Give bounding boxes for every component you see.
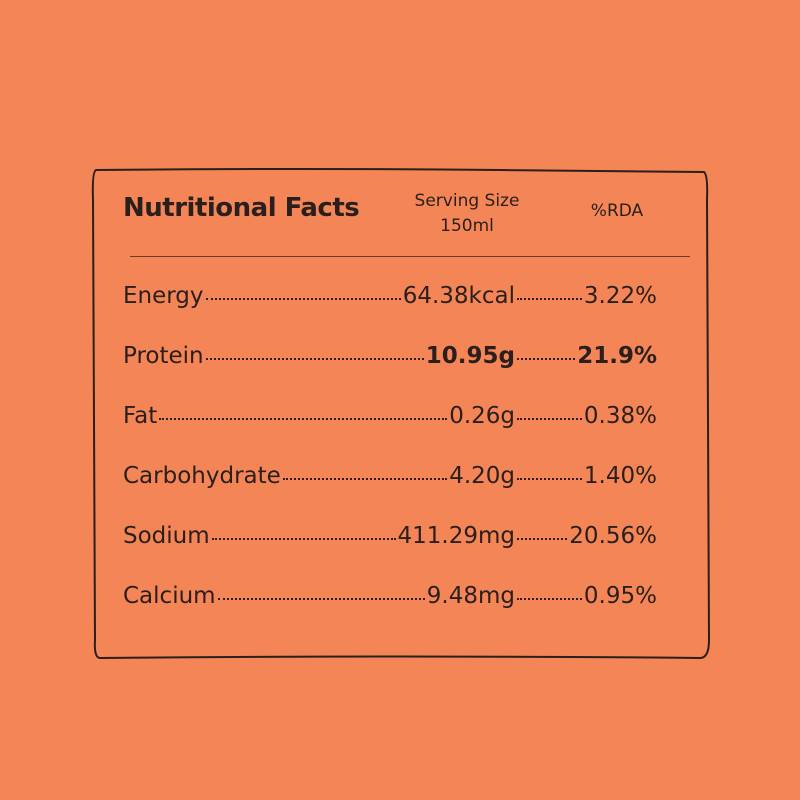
nutrient-rda: 3.22%: [583, 283, 657, 309]
nutrient-row: Carbohydrate 4.20g 1.40%: [123, 446, 657, 506]
dot-leader: [517, 418, 582, 420]
dot-leader: [217, 598, 425, 600]
nutrient-rda: 21.9%: [577, 343, 657, 369]
dot-leader: [517, 478, 582, 480]
nutrient-rda: 1.40%: [583, 463, 657, 489]
nutrient-rda: 20.56%: [569, 523, 657, 549]
nutrient-amount: 4.20g: [449, 463, 515, 489]
nutrient-right: 0.38%: [515, 403, 657, 429]
nutrient-left: Energy 64.38kcal: [123, 283, 515, 309]
dot-leader: [282, 478, 448, 480]
nutrient-right: 1.40%: [515, 463, 657, 489]
dot-leader: [205, 298, 401, 300]
nutrient-left: Carbohydrate 4.20g: [123, 463, 515, 489]
nutrient-right: 3.22%: [515, 283, 657, 309]
serving-amount: 150ml: [440, 216, 494, 236]
divider: [130, 256, 690, 257]
nutrient-row: Sodium 411.29mg 20.56%: [123, 506, 657, 566]
dot-leader: [517, 358, 576, 360]
nutrient-right: 20.56%: [515, 523, 657, 549]
nutrient-name: Sodium: [123, 523, 210, 549]
nutrient-name: Carbohydrate: [123, 463, 281, 489]
dot-leader: [211, 538, 396, 540]
dot-leader: [205, 358, 424, 360]
dot-leader: [517, 538, 568, 540]
dot-leader: [517, 598, 582, 600]
nutrient-left: Fat 0.26g: [123, 403, 515, 429]
title: Nutritional Facts: [123, 193, 360, 223]
nutrient-left: Sodium 411.29mg: [123, 523, 515, 549]
dot-leader: [517, 298, 582, 300]
serving-size-label: Serving Size: [414, 191, 520, 211]
nutrient-right: 0.95%: [515, 583, 657, 609]
nutrient-row: Calcium 9.48mg 0.95%: [123, 566, 657, 626]
nutrient-row: Energy 64.38kcal 3.22%: [123, 266, 657, 326]
rda-header: %RDA: [590, 201, 644, 221]
nutrient-amount: 0.26g: [449, 403, 515, 429]
nutrient-amount: 10.95g: [425, 343, 515, 369]
nutrient-name: Calcium: [123, 583, 216, 609]
nutrient-amount: 64.38kcal: [402, 283, 515, 309]
nutrient-name: Protein: [123, 343, 204, 369]
nutrient-left: Calcium 9.48mg: [123, 583, 515, 609]
nutrient-left: Protein 10.95g: [123, 343, 515, 369]
dot-leader: [159, 418, 448, 420]
nutrient-table: Energy 64.38kcal 3.22% Protein 10.95g 21.9% Fa…: [123, 266, 657, 626]
nutrient-name: Energy: [123, 283, 204, 309]
nutrient-row: Protein 10.95g 21.9%: [123, 326, 657, 386]
serving-size: Serving Size 150ml: [397, 189, 537, 239]
nutrient-amount: 411.29mg: [397, 523, 515, 549]
nutrient-row: Fat 0.26g 0.38%: [123, 386, 657, 446]
nutrient-name: Fat: [123, 403, 158, 429]
nutrient-amount: 9.48mg: [426, 583, 515, 609]
nutrient-right: 21.9%: [515, 343, 657, 369]
nutrient-rda: 0.38%: [583, 403, 657, 429]
nutrient-rda: 0.95%: [583, 583, 657, 609]
